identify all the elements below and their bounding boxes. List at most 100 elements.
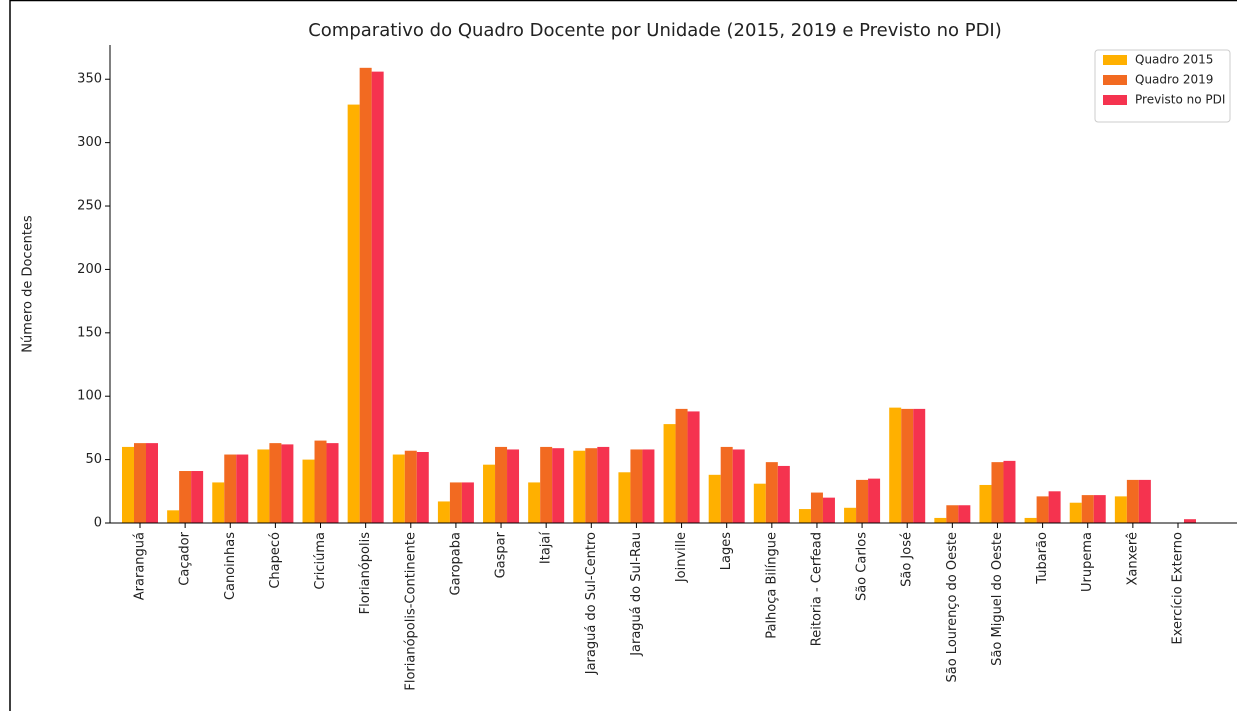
- bar: [1024, 517, 1037, 523]
- bar: [1081, 495, 1094, 523]
- x-tick-label: Palhoça Bilíngue: [764, 532, 779, 639]
- frame: [9, 0, 1237, 711]
- bar: [359, 67, 372, 524]
- bar: [1093, 495, 1106, 523]
- bar: [483, 464, 496, 523]
- bar: [958, 505, 971, 523]
- legend-swatch: [1103, 75, 1127, 85]
- bar: [257, 449, 270, 523]
- bar: [687, 411, 700, 523]
- bar: [753, 483, 766, 523]
- bar: [1138, 479, 1151, 523]
- bar: [404, 450, 417, 523]
- bar: [810, 492, 823, 523]
- bar: [224, 454, 237, 523]
- bar: [630, 449, 643, 523]
- bar: [889, 407, 902, 523]
- x-tick-label: São José: [900, 532, 915, 587]
- bar: [416, 451, 429, 523]
- bar: [844, 507, 857, 523]
- bar: [934, 517, 947, 523]
- x-tick-label: Garopaba: [448, 532, 463, 596]
- y-tick-label: 0: [94, 516, 102, 531]
- bar: [822, 497, 835, 523]
- bar: [212, 482, 225, 523]
- bar: [347, 104, 360, 523]
- legend-box: [1094, 49, 1231, 123]
- bar: [507, 449, 520, 523]
- y-tick-label: 300: [77, 135, 102, 150]
- bar: [979, 484, 992, 523]
- legend-label: Quadro 2015: [1135, 53, 1213, 67]
- x-tick-label: Joinville: [674, 532, 689, 583]
- legend-swatch: [1103, 95, 1127, 105]
- bar: [946, 505, 959, 523]
- bar: [495, 446, 508, 523]
- y-tick-label: 150: [77, 325, 102, 340]
- bar: [1114, 496, 1127, 523]
- bar: [122, 446, 134, 523]
- bar: [371, 71, 384, 524]
- legend-label: Quadro 2019: [1135, 73, 1213, 87]
- x-tick-label: São Lourenço do Oeste: [945, 532, 960, 682]
- x-tick-label: Gaspar: [494, 531, 509, 578]
- x-tick-label: Caçador: [178, 531, 193, 585]
- bar: [913, 408, 926, 523]
- bar: [765, 462, 778, 523]
- x-tick-label: Exercício Externo: [1170, 532, 1185, 645]
- bar: [618, 472, 631, 523]
- bar: [302, 459, 315, 523]
- bar: [236, 454, 249, 523]
- bar: [1183, 519, 1196, 523]
- y-tick-label: 350: [77, 72, 102, 87]
- y-tick-label: 100: [77, 389, 102, 404]
- x-tick-label: Jaraguá do Sul-Centro: [584, 532, 599, 675]
- y-tick-label: 250: [77, 199, 102, 214]
- x-tick-label: Jaraguá do Sul-Rau: [629, 532, 644, 657]
- bar: [461, 482, 474, 523]
- bar: [991, 462, 1004, 523]
- bar: [868, 478, 881, 523]
- bar: [269, 443, 282, 523]
- bar: [1069, 502, 1082, 523]
- bar: [597, 446, 610, 523]
- x-tick-label: Urupema: [1080, 532, 1095, 592]
- bar: [1036, 496, 1049, 523]
- x-tick-label: Reitoria - Cerfead: [809, 532, 824, 646]
- bar: [540, 446, 553, 523]
- x-tick-label: Tubarão: [1035, 532, 1050, 585]
- x-tick-label: Florianópolis-Continente: [403, 532, 418, 691]
- bar: [720, 446, 733, 523]
- bar: [392, 454, 405, 523]
- x-tick-label: Itajaí: [539, 532, 554, 564]
- bar: [663, 424, 676, 523]
- bar: [777, 465, 790, 523]
- bar: [856, 479, 869, 523]
- x-tick-label: Xanxerê: [1125, 532, 1140, 585]
- y-tick-label: 50: [85, 452, 102, 467]
- bar: [901, 408, 914, 523]
- legend: Quadro 2015 Quadro 2019 Previsto no PDI: [1094, 49, 1231, 123]
- x-tick-label: Criciúma: [313, 532, 328, 590]
- chart-title: Comparativo do Quadro Docente por Unidad…: [308, 20, 1002, 41]
- y-tick-label: 200: [77, 262, 102, 277]
- bar: [1003, 460, 1016, 523]
- bar: [642, 449, 655, 523]
- legend-swatch: [1103, 55, 1127, 65]
- x-tick-label: São Miguel do Oeste: [990, 532, 1005, 666]
- x-tick-label: Florianópolis: [358, 532, 373, 615]
- bar: [167, 510, 180, 523]
- x-tick-label: Lages: [719, 532, 734, 570]
- bar: [585, 448, 598, 523]
- x-tick-label: Araranguá: [133, 532, 148, 600]
- bar: [449, 482, 462, 523]
- bar: [191, 471, 204, 523]
- bar: [732, 449, 745, 523]
- y-axis-label: Número de Docentes: [21, 215, 36, 353]
- bar: [437, 501, 450, 523]
- x-tick-label: Canoinhas: [223, 532, 238, 600]
- x-tick-label: Chapecó: [268, 532, 283, 589]
- legend-label: Previsto no PDI: [1135, 93, 1225, 107]
- bar: [675, 408, 688, 523]
